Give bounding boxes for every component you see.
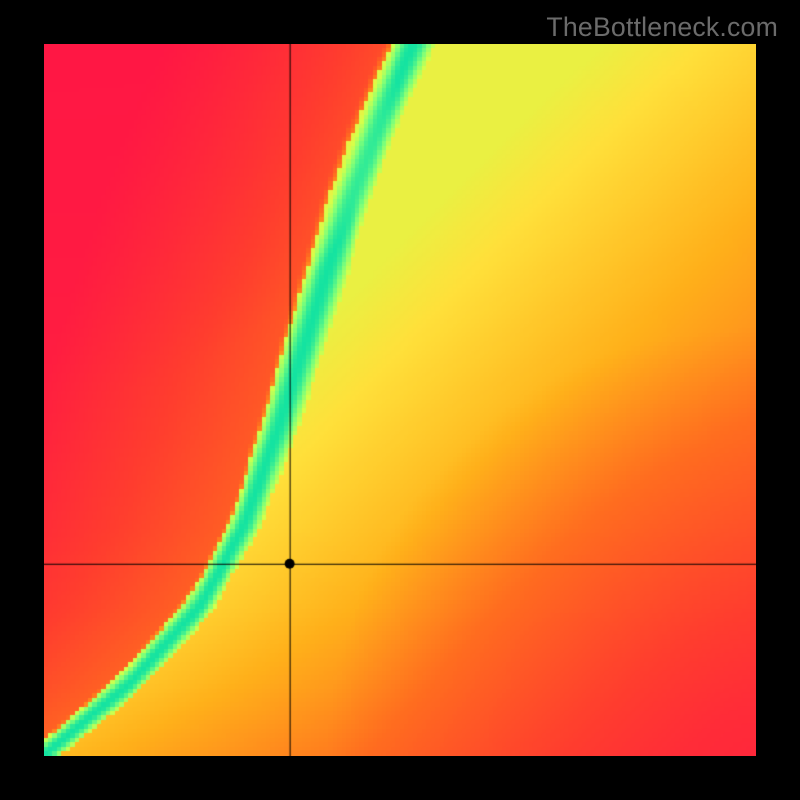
chart-container: TheBottleneck.com [0, 0, 800, 800]
bottleneck-heatmap [44, 44, 756, 756]
watermark-text: TheBottleneck.com [546, 12, 778, 43]
